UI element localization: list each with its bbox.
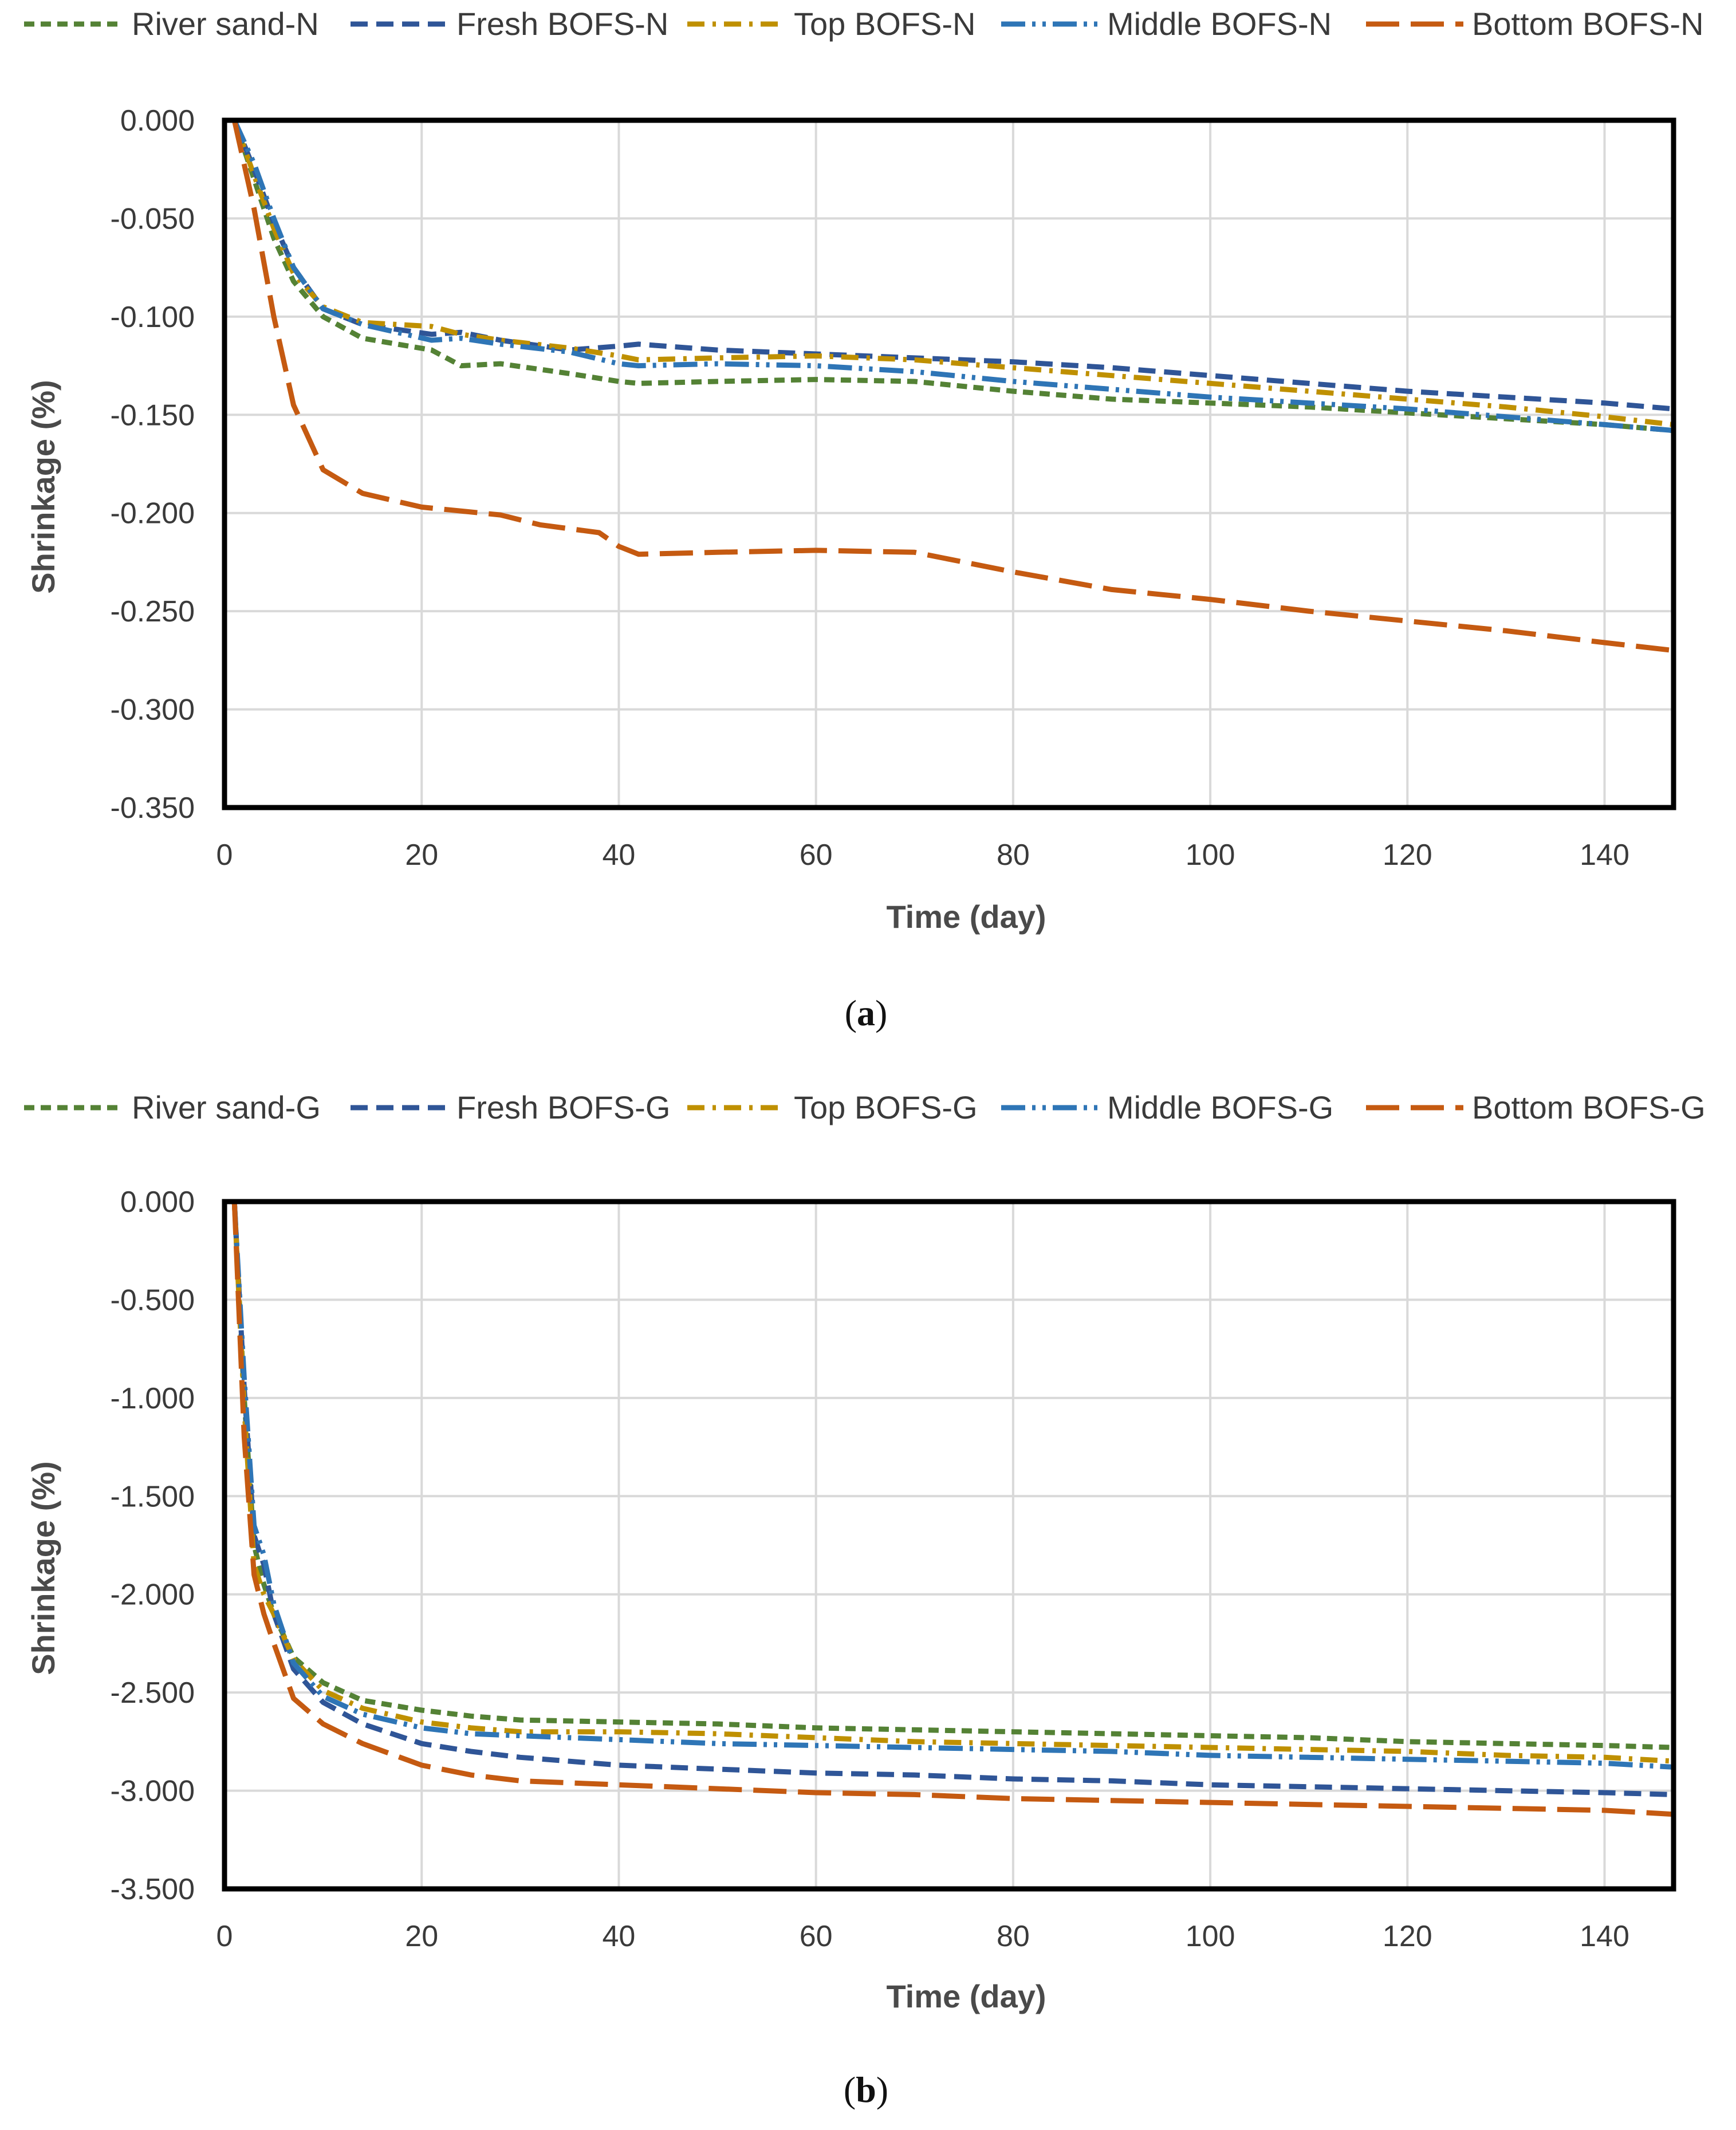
y-tick-label: -0.050 [111,202,195,235]
x-tick-label: 20 [405,1920,438,1953]
legend-label: Fresh BOFS-N [456,6,668,42]
chart-panel-b: River sand-G Fresh BOFS-G Top BOFS-G Middle… [24,1089,1706,2110]
x-tick-label: 0 [216,838,233,872]
legend-label: Middle BOFS-N [1107,6,1332,42]
x-tick-label: 140 [1580,1920,1629,1953]
legend-label: River sand-G [132,1089,321,1125]
y-tick-label: -2.500 [111,1676,195,1710]
series-line-bottom-bofs-n [231,120,1674,653]
y-tick-label: -0.350 [111,792,195,825]
x-tick-label: 40 [603,838,636,872]
chart-panel-a: River sand-N Fresh BOFS-N Top BOFS-N Middle… [24,6,1704,1033]
legend-label: Top BOFS-N [794,6,975,42]
series-line-fresh-bofs-n [232,119,1674,412]
series-line-fresh-bofs-g [231,1201,1674,1797]
legend-label: Fresh BOFS-G [456,1089,670,1125]
x-tick-label: 60 [800,838,833,872]
y-tick-label: -1.000 [111,1382,195,1415]
x-axis-title: Time (day) [886,1978,1046,2014]
x-tick-label: 0 [216,1920,233,1953]
y-tick-label: -0.300 [111,694,195,727]
x-tick-label: 40 [603,1920,636,1953]
legend-label: Top BOFS-G [794,1089,978,1125]
x-tick-label: 100 [1186,838,1235,872]
y-tick-label: -0.100 [111,301,195,334]
x-tick-label: 120 [1383,1920,1432,1953]
series-line-river-sand-n [231,119,1674,434]
y-tick-label: -0.250 [111,595,195,628]
x-tick-label: 120 [1383,838,1432,872]
y-axis-title: Shrinkage (%) [25,1461,61,1675]
legend-label: River sand-N [132,6,319,42]
y-tick-label: 0.000 [120,104,195,137]
y-tick-label: -0.200 [111,497,195,530]
legend-label: Middle BOFS-G [1107,1089,1333,1125]
series-line-top-bofs-g [231,1201,1674,1764]
y-tick-label: 0.000 [120,1186,195,1219]
x-tick-label: 100 [1186,1920,1235,1953]
legend-label: Bottom BOFS-G [1472,1089,1706,1125]
legend-label: Bottom BOFS-N [1472,6,1704,42]
series-line-middle-bofs-g [231,1201,1674,1770]
panel-caption: (a) [845,993,888,1033]
x-tick-label: 80 [997,838,1030,872]
x-tick-label: 60 [800,1920,833,1953]
y-tick-label: -0.150 [111,399,195,432]
series-line-river-sand-g [231,1201,1674,1750]
y-tick-label: -0.500 [111,1283,195,1317]
series-line-bottom-bofs-g [231,1201,1674,1817]
series-line-middle-bofs-n [232,119,1674,434]
y-axis-title: Shrinkage (%) [25,380,61,593]
series-line-top-bofs-n [231,119,1674,427]
y-tick-label: -1.500 [111,1480,195,1513]
plot-area-border [222,1199,1676,1892]
x-tick-label: 20 [405,838,438,872]
x-tick-label: 140 [1580,838,1629,872]
panel-caption: (b) [844,2069,888,2110]
y-tick-label: -3.000 [111,1775,195,1808]
x-axis-title: Time (day) [886,899,1046,935]
x-tick-label: 80 [997,1920,1030,1953]
plot-area-border [222,117,1676,810]
y-tick-label: -2.000 [111,1578,195,1612]
y-tick-label: -3.500 [111,1873,195,1906]
